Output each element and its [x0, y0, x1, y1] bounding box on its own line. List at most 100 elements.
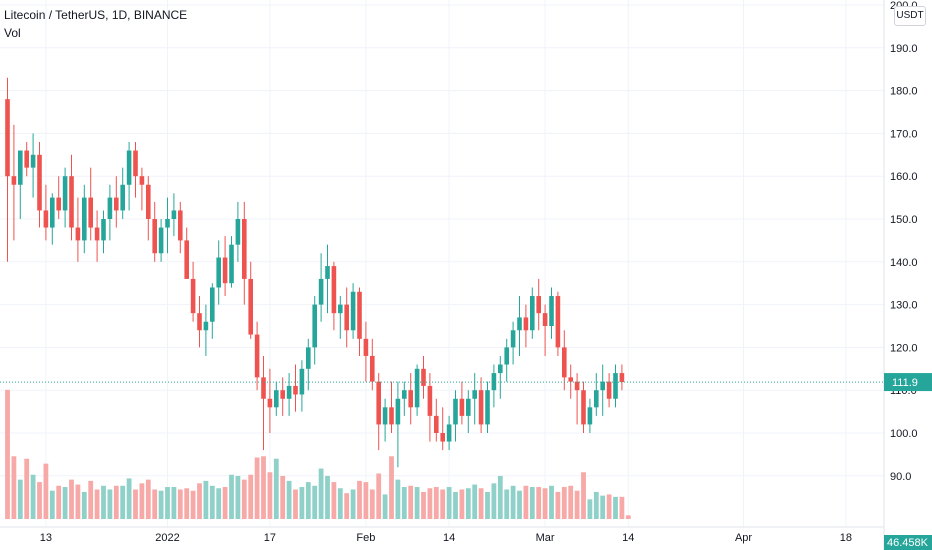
candle [11, 124, 17, 241]
candle [293, 364, 298, 412]
price-axis-bg [884, 0, 932, 550]
candle-body [210, 287, 215, 322]
volume-bar [17, 479, 23, 519]
volume-bar [293, 489, 298, 519]
candle-body [280, 390, 285, 399]
candle [619, 364, 625, 391]
candle-body [376, 381, 381, 425]
candle-body [472, 390, 477, 399]
candle-body [50, 197, 55, 228]
candle [536, 278, 541, 331]
volume-bars [5, 389, 631, 519]
candle-body [510, 330, 516, 348]
symbol-legend[interactable]: Litecoin / TetherUS, 1D, BINANCE [4, 8, 188, 22]
volume-bar [587, 499, 593, 519]
candle [613, 364, 618, 408]
candle-body [274, 390, 279, 408]
candle [229, 236, 234, 288]
volume-bar [593, 491, 599, 519]
volume-bar [350, 489, 356, 519]
volume-bar [101, 485, 106, 519]
candle-body [306, 347, 311, 369]
candle [190, 261, 196, 322]
price-tick-label: 180.0 [890, 86, 918, 98]
volume-legend[interactable]: Vol [4, 26, 21, 40]
candle [402, 381, 407, 416]
volume-bar [273, 458, 279, 519]
price-tick-label: 130.0 [890, 300, 918, 312]
candle-body [325, 266, 330, 279]
currency-label[interactable]: USDT [894, 6, 926, 26]
candle-body [446, 424, 452, 442]
candle-body [491, 373, 497, 391]
volume-bar [312, 485, 318, 519]
volume-bar [369, 489, 375, 519]
candle [549, 287, 554, 339]
candle [498, 355, 503, 399]
candle [331, 261, 337, 331]
volume-bar [574, 490, 580, 519]
candle-body [562, 347, 567, 378]
candle [30, 133, 36, 198]
candle [107, 184, 113, 241]
candle [197, 296, 202, 348]
candle [18, 150, 23, 219]
candle-body [389, 407, 394, 425]
candle-body [82, 197, 87, 241]
candle-body [37, 154, 42, 211]
time-tick-label: 13 [40, 532, 52, 544]
volume-bar [305, 482, 311, 519]
candle [286, 373, 292, 416]
volume-bar [11, 456, 17, 519]
volume-bar [177, 489, 183, 519]
candle-body [242, 219, 247, 279]
candle-body [120, 184, 125, 211]
candle [94, 210, 100, 262]
candle-body [101, 219, 106, 241]
candle-body [613, 373, 618, 399]
time-tick-label: 14 [622, 532, 634, 544]
price-axis[interactable]: 200.0190.0180.0170.0160.0150.0140.0130.0… [883, 0, 932, 550]
candle [600, 364, 605, 416]
candle-body [94, 227, 100, 241]
candle-body [485, 390, 490, 425]
candle [114, 176, 119, 228]
time-axis[interactable]: 13202217Feb14Mar14Apr1829 [0, 526, 922, 550]
candle [555, 291, 561, 356]
candle [376, 373, 381, 451]
volume-bar [613, 496, 618, 519]
candle [5, 77, 10, 262]
candle [587, 398, 593, 433]
candle-body [203, 321, 209, 331]
volume-bar [190, 490, 196, 519]
candle [216, 240, 221, 305]
candle [581, 381, 586, 433]
candle [62, 167, 68, 228]
candle-body [338, 304, 343, 314]
volume-bar [318, 468, 324, 519]
volume-bar [5, 389, 10, 519]
candle-body [165, 219, 170, 228]
candle [594, 373, 599, 416]
candle [382, 398, 388, 442]
candle-body [126, 150, 132, 185]
candle-body [574, 381, 580, 391]
candle-body [414, 368, 420, 408]
volume-bar [43, 463, 49, 519]
candle-body [152, 219, 157, 254]
candle-body [56, 197, 61, 211]
candle [261, 355, 266, 451]
volume-bar [549, 485, 554, 519]
volume-bar [216, 488, 222, 519]
volume-bar [261, 456, 266, 519]
candle [56, 176, 61, 219]
volume-bar [286, 480, 292, 519]
candle [491, 364, 497, 408]
volume-bar [555, 491, 561, 519]
candle [120, 167, 125, 219]
candle-body [254, 334, 260, 378]
grid-lines [0, 0, 917, 527]
candle-body [30, 154, 36, 168]
candle-body [158, 227, 164, 254]
